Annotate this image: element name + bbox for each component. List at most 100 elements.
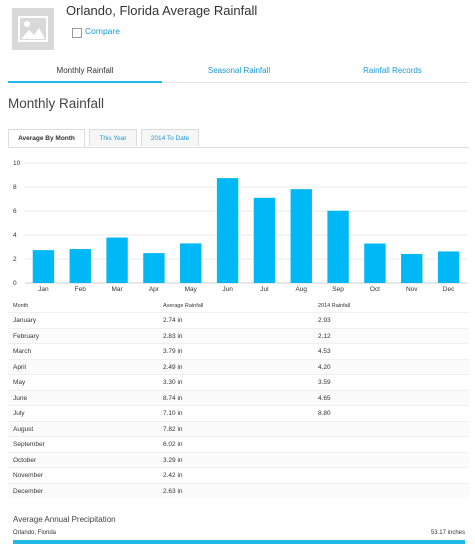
x-tick-label: Oct <box>370 286 380 293</box>
table-row: April 2.49 in 4.20 <box>8 358 469 374</box>
table-header: Month Average Rainfall 2014 Rainfall <box>8 300 469 312</box>
header-month: Month <box>13 303 29 309</box>
cell-month: April <box>13 363 27 371</box>
cell-month: January <box>13 317 37 324</box>
bar-dec[interactable] <box>437 251 460 283</box>
table-row: March 3.79 in 4.53 <box>8 343 469 359</box>
annual-progress-fill <box>13 540 465 544</box>
cell-average: 3.29 in <box>163 456 183 464</box>
cell-2014: 8.80 <box>318 410 331 417</box>
bar-feb[interactable] <box>69 249 91 283</box>
header-2014: 2014 Rainfall <box>318 303 351 309</box>
cell-average: 2.74 in <box>163 317 183 324</box>
x-tick-label: Aug <box>295 286 307 293</box>
cell-month: December <box>13 487 43 495</box>
cell-month: June <box>13 394 28 402</box>
cell-2014: 4.20 <box>318 363 331 371</box>
table-row: May 3.30 in 3.59 <box>8 374 469 390</box>
main-tabs: Monthly Rainfall Seasonal Rainfall Rainf… <box>8 60 469 83</box>
y-tick-label: 0 <box>13 280 17 287</box>
bar-sep[interactable] <box>327 210 349 283</box>
cell-month: February <box>13 332 40 340</box>
cell-2014: 2.93 <box>318 317 331 324</box>
cell-average: 7.82 in <box>163 425 183 433</box>
subtab-2014-to-date[interactable]: 2014 To Date <box>141 129 199 146</box>
cell-average: 3.30 in <box>163 379 183 386</box>
annual-progress-bar <box>13 540 465 544</box>
compare-checkbox[interactable] <box>72 28 82 38</box>
x-tick-label: Nov <box>406 286 418 293</box>
section-title: Monthly Rainfall <box>8 96 105 111</box>
cell-average: 6.02 in <box>163 441 183 448</box>
compare-link[interactable]: Compare <box>85 26 120 36</box>
tab-seasonal-rainfall[interactable]: Seasonal Rainfall <box>207 66 271 75</box>
bar-apr[interactable] <box>143 253 165 283</box>
table-row: June 8.74 in 4.65 <box>8 389 469 405</box>
tab-rainfall-records[interactable]: Rainfall Records <box>363 66 422 75</box>
table-row: January 2.74 in 2.93 <box>8 312 469 328</box>
bar-nov[interactable] <box>401 253 423 283</box>
x-tick-label: Jun <box>222 286 233 293</box>
table-row: August 7.82 in <box>8 420 469 436</box>
table-row: November 2.42 in <box>8 467 469 483</box>
cell-month: July <box>13 410 25 417</box>
bar-jul[interactable] <box>253 197 276 283</box>
bar-oct[interactable] <box>364 243 386 283</box>
tab-monthly-rainfall[interactable]: Monthly Rainfall <box>8 60 162 83</box>
x-tick-label: May <box>185 286 198 293</box>
bar-may[interactable] <box>180 243 202 283</box>
subtab-average-by-month[interactable]: Average By Month <box>8 129 85 147</box>
cell-2014: 4.65 <box>318 394 331 402</box>
bar-aug[interactable] <box>290 189 312 283</box>
x-tick-label: Mar <box>111 286 123 293</box>
cell-month: October <box>13 456 37 464</box>
y-tick-label: 10 <box>13 160 21 167</box>
cell-month: November <box>13 472 43 479</box>
rainfall-table: Month Average Rainfall 2014 Rainfall Jan… <box>8 300 469 498</box>
cell-month: September <box>13 441 45 448</box>
table-row: September 6.02 in <box>8 436 469 452</box>
table-row: February 2.83 in 2.12 <box>8 327 469 343</box>
bar-jun[interactable] <box>216 178 239 283</box>
y-tick-label: 8 <box>13 184 17 191</box>
y-tick-label: 4 <box>13 232 17 239</box>
cell-average: 7.10 in <box>163 410 183 417</box>
annual-location: Orlando, Florida <box>13 530 57 536</box>
rainfall-bar-chart: 0 2 4 6 8 10 Jan Feb Mar Apr May Jun Jul Aug Sep Oct Nov… <box>13 160 467 293</box>
x-tick-label: Jul <box>260 286 269 293</box>
x-tick-label: Apr <box>149 286 160 293</box>
rainfall-chart: 0 2 4 6 8 10 Jan Feb Mar Apr May Jun Jul Aug Sep Oct Nov… <box>0 150 475 300</box>
subtab-this-year[interactable]: This Year <box>89 129 137 146</box>
cell-2014: 2.12 <box>318 332 331 340</box>
annual-title: Average Annual Precipitation <box>13 515 116 524</box>
header-average: Average Rainfall <box>163 303 204 309</box>
x-tick-label: Feb <box>75 286 87 293</box>
table-body: January 2.74 in 2.93 February 2.83 in 2.12 Mar… <box>8 312 469 498</box>
cell-2014: 4.53 <box>318 348 331 355</box>
x-tick-label: Sep <box>332 286 344 293</box>
cell-average: 2.63 in <box>163 487 183 495</box>
cell-average: 3.79 in <box>163 348 183 355</box>
bar-mar[interactable] <box>106 237 128 283</box>
cell-month: May <box>13 379 26 386</box>
cell-month: March <box>13 348 32 355</box>
sub-tabs: Average By Month This Year 2014 To Date <box>8 129 469 148</box>
image-placeholder-icon <box>12 8 54 50</box>
cell-average: 2.83 in <box>163 332 183 340</box>
annual-value: 53.17 inches <box>430 530 465 536</box>
x-tick-label: Jan <box>38 286 49 293</box>
page-header: Orlando, Florida Average Rainfall Compar… <box>0 0 475 60</box>
cell-average: 2.49 in <box>163 363 183 371</box>
cell-month: August <box>13 425 34 433</box>
table-row: July 7.10 in 8.80 <box>8 405 469 421</box>
table-row: October 3.29 in <box>8 451 469 467</box>
cell-2014: 3.59 <box>318 379 331 386</box>
y-tick-label: 6 <box>13 208 17 215</box>
bar-jan[interactable] <box>32 250 55 283</box>
table-row: December 2.63 in <box>8 482 469 498</box>
y-tick-label: 2 <box>13 256 17 263</box>
cell-average: 8.74 in <box>163 394 183 402</box>
x-tick-label: Dec <box>443 286 455 293</box>
cell-average: 2.42 in <box>163 472 183 479</box>
page-title: Orlando, Florida Average Rainfall <box>66 3 258 18</box>
